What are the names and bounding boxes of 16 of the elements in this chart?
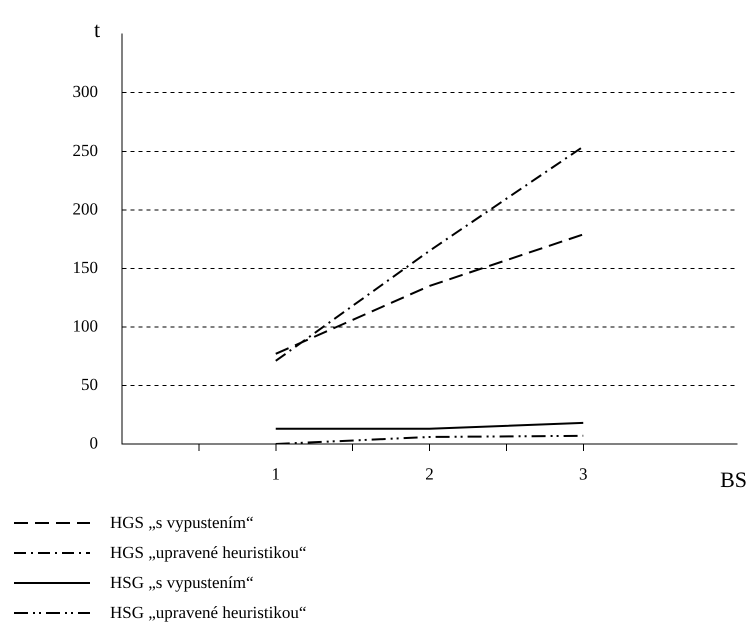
y-tick-label: 200	[72, 199, 98, 218]
x-tick-label: 2	[425, 464, 434, 484]
legend-label: HSG „s vypustením“	[110, 573, 254, 593]
x-tick-label: 1	[272, 464, 280, 484]
legend-label: HGS „upravené heuristikou“	[110, 543, 306, 563]
y-tick-label: 0	[90, 433, 98, 452]
y-tick-label: 150	[72, 258, 98, 277]
x-tick-label: 3	[579, 464, 588, 484]
y-axis-title: t	[94, 16, 100, 42]
y-tick-label: 50	[81, 374, 98, 394]
legend-label: HSG „upravené heuristikou“	[110, 603, 306, 623]
y-tick-label: 100	[72, 316, 98, 336]
legend-label: HGS „s vypustením“	[110, 513, 254, 533]
y-tick-label: 250	[72, 140, 98, 160]
x-axis-title: BS	[720, 466, 747, 492]
y-tick-label: 300	[72, 82, 98, 102]
